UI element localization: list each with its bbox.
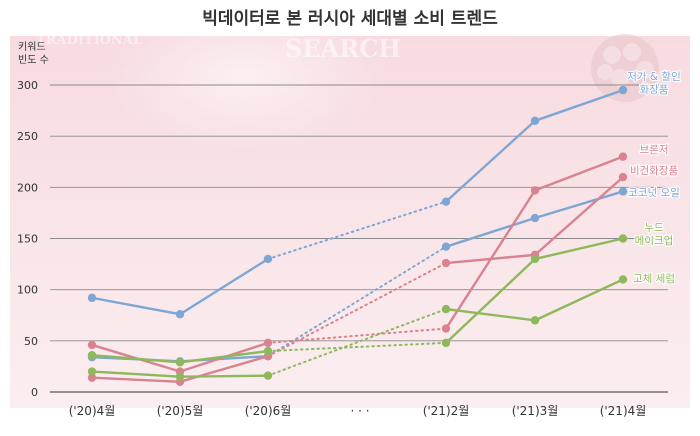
data-point — [263, 254, 273, 264]
data-point — [441, 258, 451, 268]
legend-label-line: 메이크업 — [635, 234, 674, 247]
background-decor-text: SEARCH — [285, 34, 401, 63]
x-tick-label: ('21)2월 — [423, 404, 470, 418]
data-point — [618, 152, 628, 161]
data-point — [618, 234, 628, 243]
data-point — [87, 367, 97, 376]
series-points — [87, 85, 628, 386]
series-line-dotted-segment — [267, 262, 447, 358]
background-decor-text: TRADITIONAL — [36, 33, 142, 48]
legend-label: 코코넛 오일 — [628, 186, 680, 199]
x-tick-label: ('20)4월 — [69, 404, 116, 418]
series-line-segment — [90, 353, 182, 364]
series-line-segment — [533, 155, 625, 192]
data-point — [530, 116, 540, 126]
series-line-dotted-segment — [267, 308, 447, 377]
data-point — [87, 293, 97, 303]
x-tick-label: ('20)6월 — [245, 404, 292, 418]
legend-label-line: 브론저 — [640, 144, 669, 156]
data-point — [87, 373, 97, 382]
data-point — [618, 187, 628, 196]
series-line-segment — [178, 374, 270, 378]
data-point — [175, 358, 185, 367]
data-point — [263, 338, 273, 348]
y-axis-label: 키워드 빈도 수 — [18, 40, 49, 66]
series-line-dotted-segment — [267, 200, 447, 260]
legend-label-line: 화장품 — [640, 84, 669, 96]
series-line-segment — [178, 257, 270, 316]
y-axis-ticks: 0 50 100 150 200 250 300 — [17, 79, 38, 399]
legend-label: 비건화장품 — [630, 165, 679, 177]
data-point — [618, 85, 628, 95]
data-point — [175, 310, 185, 319]
y-tick-label: 200 — [17, 181, 38, 194]
series-line-dotted-segment — [267, 245, 447, 358]
x-tick-label: ('21)4월 — [600, 404, 647, 418]
x-tick-label: ('21)3월 — [512, 404, 559, 418]
data-point — [530, 213, 540, 223]
series-line-segment — [90, 370, 182, 378]
series-line-segment — [444, 253, 537, 265]
data-point — [530, 186, 540, 195]
data-point — [530, 316, 540, 325]
series-lines — [90, 88, 625, 383]
y-axis-label-line: 빈도 수 — [18, 54, 49, 66]
data-point — [618, 275, 628, 284]
y-tick-label: 150 — [17, 233, 38, 246]
series-line-segment — [90, 296, 182, 316]
chart-title: 빅데이터로 본 러시아 세대별 소비 트렌드 — [202, 9, 498, 29]
series-line-segment — [533, 190, 625, 220]
legend-label: 고체 세럼 — [633, 272, 675, 285]
legend-label-line: 저가 & 할인 — [627, 71, 681, 83]
data-point — [441, 338, 451, 348]
series-line-segment — [90, 376, 182, 383]
legend-label: 브론저 — [640, 144, 669, 156]
legend-label-line: 코코넛 오일 — [628, 186, 680, 199]
series-line-segment — [444, 307, 537, 322]
y-axis-label-line: 키워드 — [18, 40, 46, 53]
data-point — [87, 350, 97, 360]
data-point — [87, 340, 97, 350]
series-line-segment — [533, 88, 625, 123]
series-line-segment — [533, 237, 625, 261]
series-line-segment — [533, 175, 625, 257]
legend-label-line: 고체 세럼 — [633, 272, 675, 285]
series-line-segment — [178, 349, 270, 364]
data-point — [263, 371, 273, 380]
legend-label: 누드 메이크업 — [635, 222, 674, 247]
legend-label: 저가 & 할인 화장품 — [627, 71, 681, 96]
legend-label-line: 누드 — [644, 222, 664, 234]
y-tick-label: 50 — [24, 335, 38, 348]
data-point — [441, 304, 451, 314]
y-tick-label: 0 — [31, 386, 38, 399]
background-glow — [105, 0, 385, 150]
y-tick-label: 300 — [17, 79, 38, 92]
x-tick-label: ('20)5월 — [157, 404, 204, 418]
x-axis-ticks: ('20)4월 ('20)5월 ('20)6월 · · · ('21)2월 ('21)3월… — [69, 404, 647, 418]
data-point — [441, 242, 451, 251]
data-point — [441, 324, 451, 333]
legend-label-line: 비건화장품 — [630, 165, 679, 177]
y-tick-label: 250 — [17, 130, 38, 143]
series-line-segment — [444, 216, 537, 248]
data-point — [530, 254, 540, 264]
x-tick-label: · · · — [350, 404, 369, 418]
series-line-segment — [444, 119, 537, 203]
series-line-segment — [533, 278, 625, 322]
data-point — [263, 346, 273, 356]
series-line-segment — [444, 257, 537, 345]
gridlines — [50, 84, 668, 393]
data-point — [441, 197, 451, 206]
series-line-dotted-segment — [267, 341, 447, 353]
y-tick-label: 100 — [17, 284, 38, 297]
data-point — [618, 172, 628, 182]
data-point — [175, 372, 185, 381]
